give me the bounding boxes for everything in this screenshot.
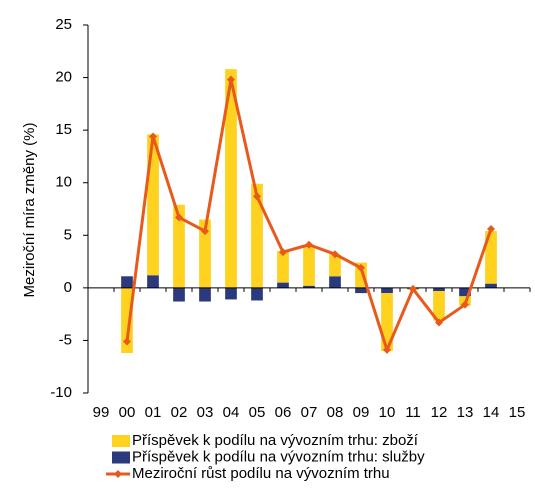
bar [433, 287, 445, 292]
bar [251, 287, 263, 301]
bar [485, 231, 497, 284]
marker [461, 300, 469, 309]
x-tick-label: 14 [483, 404, 500, 421]
marker [357, 263, 365, 272]
bar [485, 283, 497, 288]
marker [149, 132, 157, 141]
marker [253, 192, 261, 201]
bar [199, 219, 211, 288]
x-tick-label: 06 [275, 404, 292, 421]
bar [147, 275, 159, 288]
bar [147, 134, 159, 276]
bar [329, 254, 341, 277]
legend-label: Příspěvek k podílu na vývozním trhu: zbo… [132, 432, 419, 449]
marker [279, 248, 287, 257]
y-tick-label: -10 [50, 384, 72, 401]
marker [227, 75, 235, 84]
bar [199, 287, 211, 302]
marker [201, 227, 209, 236]
bar [277, 282, 289, 288]
marker [175, 213, 183, 222]
bar [381, 293, 393, 351]
legend-swatch [112, 451, 130, 464]
bar [173, 204, 185, 288]
x-tick-label: 00 [119, 404, 136, 421]
y-tick-label: 10 [55, 174, 72, 191]
marker [305, 240, 313, 249]
y-tick-label: 0 [64, 279, 72, 296]
bar [303, 244, 315, 286]
y-tick-label: -5 [59, 331, 72, 348]
marker [409, 284, 417, 293]
x-tick-label: 03 [197, 404, 214, 421]
marker [123, 337, 131, 346]
x-tick-label: 12 [431, 404, 448, 421]
y-tick-label: 25 [55, 16, 72, 33]
bar [433, 291, 445, 321]
x-tick-label: 13 [457, 404, 474, 421]
marker [435, 318, 443, 327]
x-tick-label: 15 [509, 404, 526, 421]
marker [331, 250, 339, 259]
y-tick-label: 20 [55, 69, 72, 86]
x-tick-label: 99 [93, 404, 110, 421]
bar [459, 287, 471, 297]
bar [173, 287, 185, 302]
bar [121, 287, 133, 354]
x-tick-label: 09 [353, 404, 370, 421]
bar [121, 276, 133, 288]
bar [225, 69, 237, 288]
y-axis-label: Meziroční míra změny (%) [21, 122, 38, 297]
x-tick-label: 10 [379, 404, 396, 421]
legend-marker [114, 470, 122, 478]
marker [487, 224, 495, 233]
y-tick-label: 15 [55, 121, 72, 138]
bar [303, 285, 315, 288]
bar [355, 262, 367, 288]
marker [383, 345, 391, 354]
legend-label: Příspěvek k podílu na vývozním trhu: slu… [132, 448, 425, 465]
x-tick-label: 01 [145, 404, 162, 421]
x-tick-label: 08 [327, 404, 344, 421]
bar [355, 287, 367, 294]
bar [225, 287, 237, 300]
bar [277, 251, 289, 283]
x-tick-label: 02 [171, 404, 188, 421]
legend-label: Meziroční růst podílu na vývozním trhu [132, 465, 390, 482]
x-tick-label: 04 [223, 404, 240, 421]
x-tick-label: 11 [405, 404, 421, 421]
bar [381, 287, 393, 294]
bar [251, 183, 263, 288]
y-tick-label: 5 [64, 226, 72, 243]
bar [329, 276, 341, 288]
legend-swatch [112, 435, 130, 447]
x-tick-label: 07 [301, 404, 318, 421]
x-tick-label: 05 [249, 404, 266, 421]
